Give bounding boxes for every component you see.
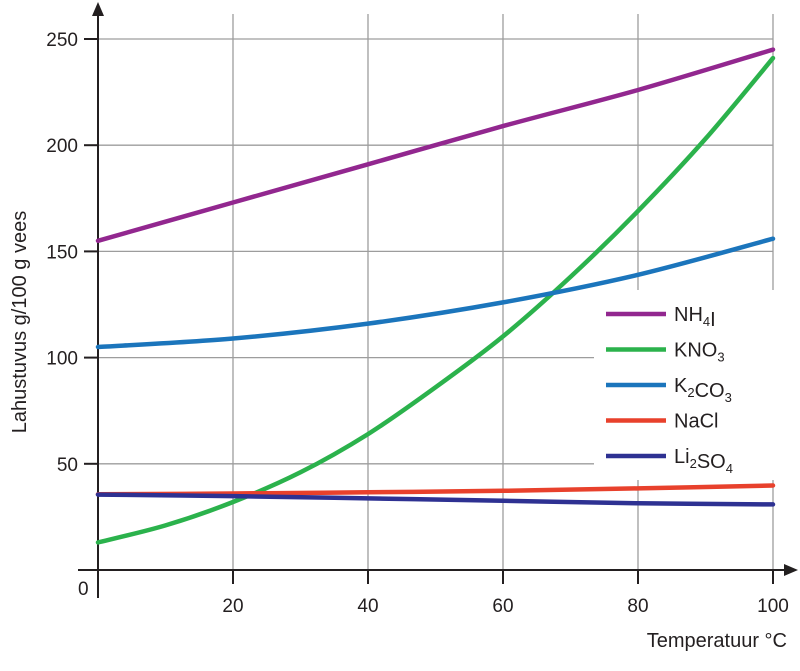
y-axis-title: Lahustuvus g/100 g vees <box>9 211 31 433</box>
series-line-li2so4 <box>95 492 776 507</box>
series-line-nh4i <box>95 47 776 244</box>
y-axis-arrow <box>92 2 104 16</box>
y-tick-label-50: 50 <box>57 455 78 476</box>
legend-label-nh4i: NH4I <box>674 304 716 331</box>
y-tick-label-200: 200 <box>46 136 78 157</box>
axes <box>78 2 798 598</box>
legend-label-nacl: NaCl <box>674 411 718 433</box>
legend: NH4I KNO3 K2CO3 NaCl Li2SO4 <box>594 290 782 480</box>
x-axis-arrow <box>784 564 798 576</box>
series-line-kno3 <box>95 55 776 545</box>
y-tick-label-250: 250 <box>46 30 78 51</box>
series-lines <box>95 47 776 545</box>
x-tick-label-100: 100 <box>757 596 789 617</box>
series-line-nacl <box>95 483 776 497</box>
x-tick-label-20: 20 <box>222 596 243 617</box>
y-tick-label-100: 100 <box>46 349 78 370</box>
y-tick-label-150: 150 <box>46 242 78 263</box>
series-line-k2co3 <box>95 236 776 350</box>
legend-label-k2co3: K2CO3 <box>674 375 732 405</box>
tick-labels: 50 100 150 200 250 20 40 60 80 100 <box>46 30 789 617</box>
legend-label-li2so4: Li2SO4 <box>674 446 733 476</box>
x-tick-label-40: 40 <box>357 596 378 617</box>
origin-label: 0 <box>78 579 89 600</box>
legend-label-kno3: KNO3 <box>674 340 725 365</box>
x-tick-label-60: 60 <box>492 596 513 617</box>
x-tick-label-80: 80 <box>627 596 648 617</box>
x-axis-title: Temperatuur °C <box>647 630 787 652</box>
